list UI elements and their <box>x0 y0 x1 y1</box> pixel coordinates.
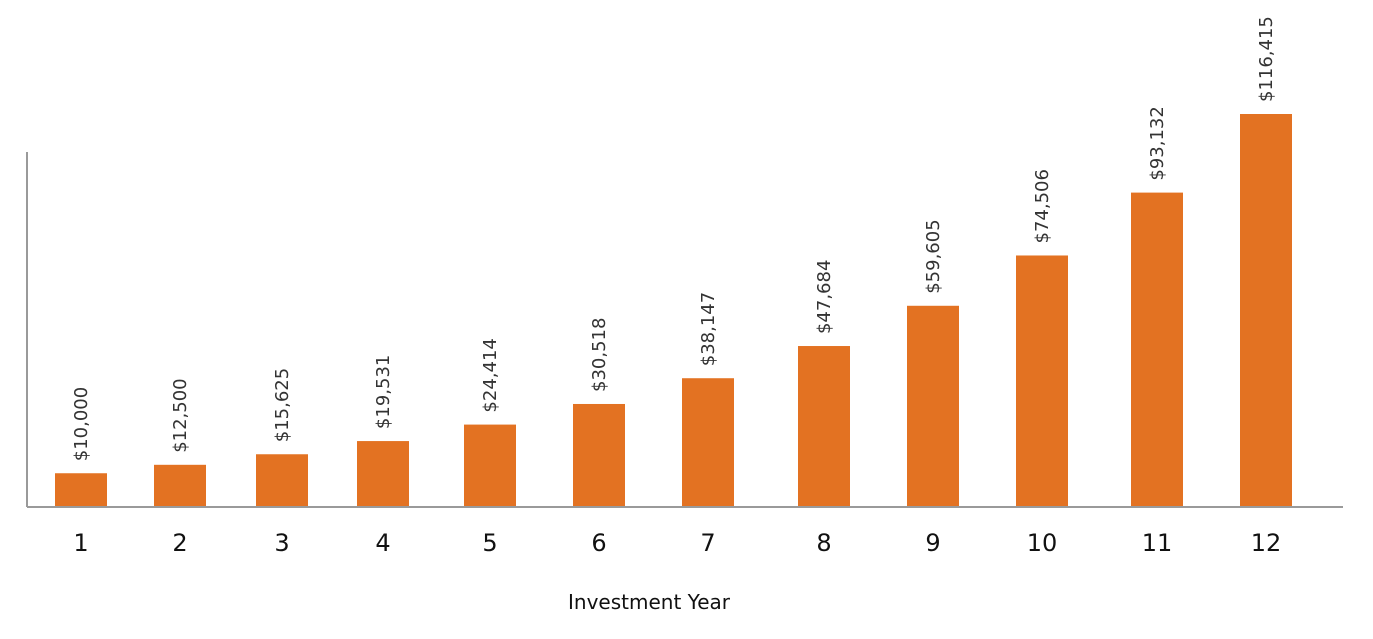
x-tick-label-10: 10 <box>1027 529 1058 557</box>
data-label-year-2: $12,500 <box>170 378 191 452</box>
x-tick-label-2: 2 <box>172 529 187 557</box>
bar-year-2 <box>154 464 206 507</box>
data-label-year-4: $19,531 <box>373 355 394 429</box>
data-label-year-3: $15,625 <box>272 368 293 442</box>
x-tick-label-9: 9 <box>925 529 940 557</box>
x-tick-label-12: 12 <box>1251 529 1282 557</box>
bar-year-7 <box>682 378 734 507</box>
bar-year-9 <box>907 305 959 507</box>
data-label-year-12: $116,415 <box>1256 16 1277 102</box>
bar-year-8 <box>798 346 850 507</box>
data-label-year-6: $30,518 <box>589 318 610 392</box>
x-tick-label-6: 6 <box>591 529 606 557</box>
x-tick-labels-layer: 1 2 3 4 5 6 7 8 9 10 11 12 <box>73 529 1281 557</box>
bar-year-5 <box>464 424 516 507</box>
data-label-year-5: $24,414 <box>480 338 501 412</box>
x-tick-label-7: 7 <box>700 529 715 557</box>
data-label-year-9: $59,605 <box>923 219 944 293</box>
bar-year-1 <box>55 473 107 507</box>
bar-year-10 <box>1016 255 1068 507</box>
data-label-year-11: $93,132 <box>1147 106 1168 180</box>
bar-year-3 <box>256 454 308 507</box>
x-tick-label-5: 5 <box>482 529 497 557</box>
data-label-year-10: $74,506 <box>1032 169 1053 243</box>
data-labels-layer: $10,000 $12,500 $15,625 $19,531 $24,414 $30,5… <box>71 16 1277 461</box>
bar-year-6 <box>573 403 625 507</box>
bar-year-11 <box>1131 192 1183 507</box>
x-tick-label-11: 11 <box>1142 529 1173 557</box>
x-tick-label-8: 8 <box>816 529 831 557</box>
x-axis-title: Investment Year <box>568 590 731 614</box>
x-tick-label-1: 1 <box>73 529 88 557</box>
data-label-year-7: $38,147 <box>698 292 719 366</box>
data-label-year-1: $10,000 <box>71 387 92 461</box>
bars-layer <box>55 114 1292 507</box>
data-label-year-8: $47,684 <box>814 260 835 334</box>
x-tick-label-3: 3 <box>274 529 289 557</box>
bar-year-12 <box>1240 114 1292 507</box>
x-tick-label-4: 4 <box>375 529 390 557</box>
bar-year-4 <box>357 441 409 507</box>
